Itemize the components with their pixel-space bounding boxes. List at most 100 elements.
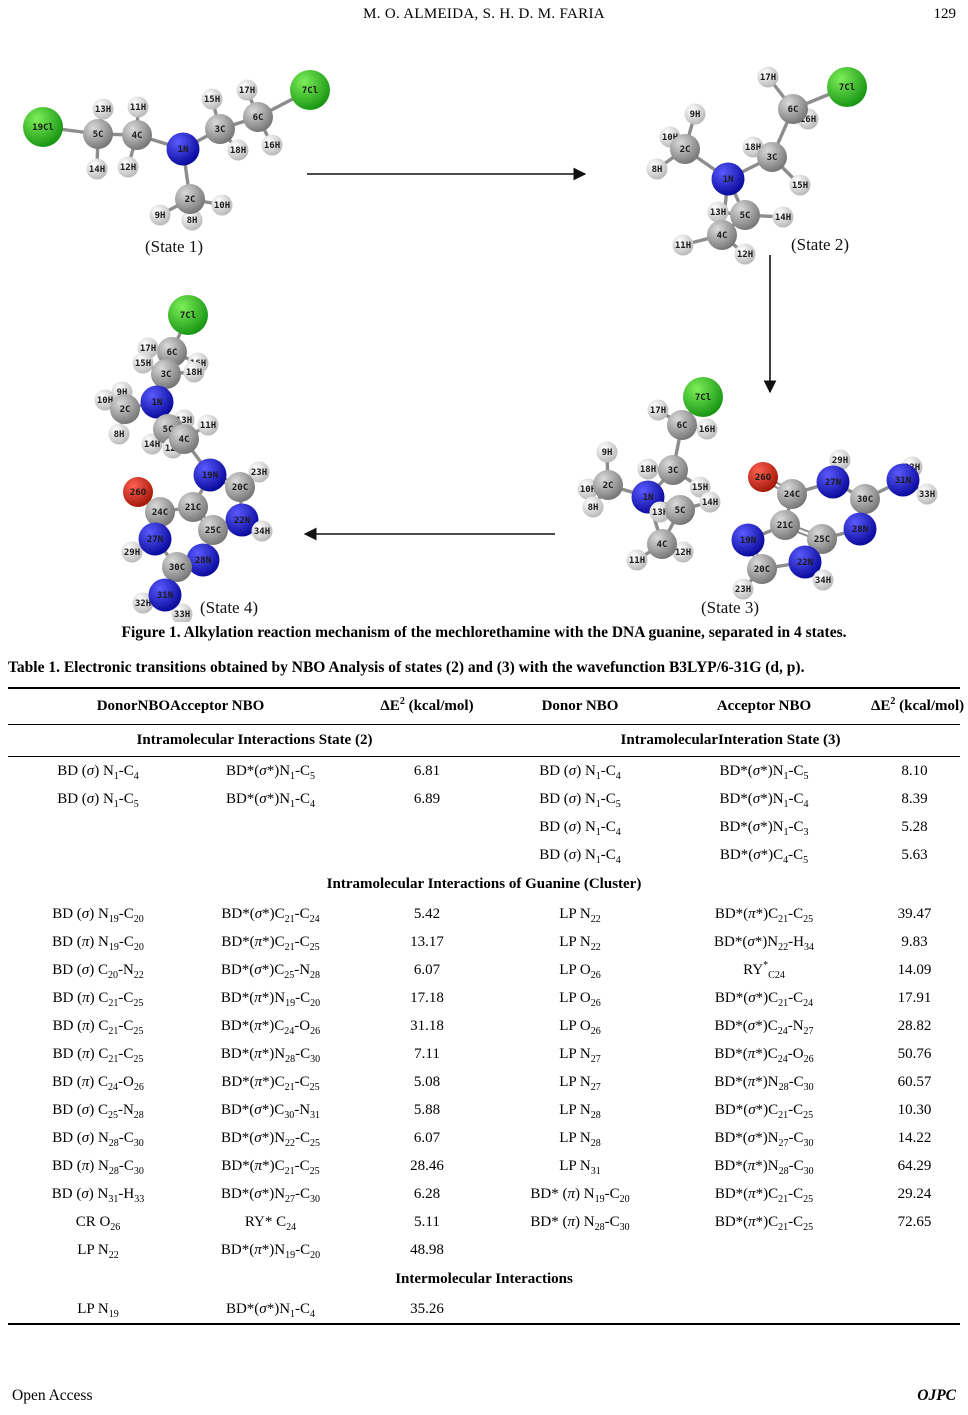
atom-10H: 10H bbox=[211, 194, 233, 216]
open-access-label: Open Access bbox=[12, 1387, 93, 1404]
svg-text:6C: 6C bbox=[788, 105, 799, 115]
table-body: Intramolecular Interactions State (2) Int… bbox=[8, 724, 960, 1325]
atom-11H: 11H bbox=[127, 96, 149, 118]
cell-acceptor: BD*(π*)C21-C25 bbox=[714, 1185, 814, 1205]
atom-21C: 21C bbox=[770, 510, 800, 540]
atom-9H: 9H bbox=[684, 103, 706, 125]
state-caption-state-3: (State 3) bbox=[701, 598, 759, 617]
svg-text:11H: 11H bbox=[200, 421, 216, 431]
svg-text:20C: 20C bbox=[754, 565, 770, 575]
svg-text:33H: 33H bbox=[174, 610, 190, 620]
cell-donor: BD (π) C21-C25 bbox=[52, 989, 144, 1009]
svg-text:11H: 11H bbox=[629, 556, 645, 566]
atom-9H: 9H bbox=[596, 441, 618, 463]
atom-17H: 17H bbox=[236, 79, 258, 101]
atom-4C: 4C bbox=[647, 529, 677, 559]
svg-text:21C: 21C bbox=[777, 521, 793, 531]
svg-text:10H: 10H bbox=[662, 133, 678, 143]
header-donor-state3: Donor NBO bbox=[501, 688, 659, 725]
atom-9H: 9H bbox=[149, 204, 171, 226]
atom-31N: 31N bbox=[886, 463, 920, 497]
cell-donor: BD (π) C24-O26 bbox=[52, 1073, 144, 1093]
atom-17H: 17H bbox=[757, 66, 779, 88]
svg-text:26O: 26O bbox=[130, 488, 147, 498]
cell-energy: 5.88 bbox=[413, 1101, 441, 1118]
svg-text:8H: 8H bbox=[114, 430, 125, 440]
nbo-analysis-table: DonorNBOAcceptor NBO ΔE2 (kcal/mol) Donor … bbox=[8, 687, 964, 1325]
cell-acceptor: BD*(π*)C21-C25 bbox=[221, 933, 320, 953]
atom-24C: 24C bbox=[145, 497, 175, 527]
svg-text:13H: 13H bbox=[176, 416, 192, 426]
cell-energy: 14.22 bbox=[897, 1129, 932, 1146]
cell-acceptor: BD*(σ*)C24-N27 bbox=[714, 1017, 814, 1037]
atom-33H: 33H bbox=[916, 483, 938, 505]
cell-energy bbox=[353, 841, 501, 869]
svg-text:9H: 9H bbox=[602, 448, 613, 458]
cell-acceptor: BD*(σ*)C4-C5 bbox=[719, 846, 809, 866]
cell-donor: BD (σ) C25-N28 bbox=[52, 1101, 144, 1121]
svg-text:16H: 16H bbox=[699, 425, 715, 435]
state-subheader: Intramolecular Interactions State (2) bbox=[8, 724, 501, 757]
table-row: BD (σ) C20-N22 BD*(σ*)C25-N28 6.07 LP O26 RY… bbox=[8, 956, 960, 984]
svg-text:22N: 22N bbox=[234, 516, 250, 526]
atom-16H: 16H bbox=[261, 134, 283, 156]
atom-15H: 15H bbox=[132, 352, 154, 374]
atom-22N: 22N bbox=[225, 503, 259, 537]
svg-text:24C: 24C bbox=[152, 508, 168, 518]
cell-energy bbox=[869, 1236, 960, 1264]
svg-text:21C: 21C bbox=[185, 503, 201, 513]
atom-4C: 4C bbox=[707, 220, 737, 250]
cell-acceptor: RY*C24 bbox=[743, 959, 785, 981]
atom-27N: 27N bbox=[816, 465, 850, 499]
svg-text:2C: 2C bbox=[680, 145, 691, 155]
cell-acceptor: BD*(π*)N19-C20 bbox=[220, 1241, 321, 1261]
cell-energy: 5.11 bbox=[414, 1213, 440, 1230]
cell-energy: 28.82 bbox=[897, 1017, 932, 1034]
table-row: BD (σ) N1-C4 BD*(σ*)C4-C5 5.63 bbox=[8, 841, 960, 869]
cell-acceptor: BD*(σ*)N1-C5 bbox=[225, 762, 316, 782]
svg-text:26O: 26O bbox=[755, 473, 772, 483]
atom-30C: 30C bbox=[162, 552, 192, 582]
svg-text:1N: 1N bbox=[643, 493, 654, 503]
header-acceptor-state3: Acceptor NBO bbox=[659, 688, 869, 725]
atom-3C: 3C bbox=[205, 114, 235, 144]
svg-text:6C: 6C bbox=[167, 348, 178, 358]
cell-donor bbox=[8, 841, 188, 869]
svg-text:2C: 2C bbox=[603, 481, 614, 491]
atom-7Cl: 7Cl bbox=[683, 377, 723, 417]
svg-text:1N: 1N bbox=[152, 398, 163, 408]
cell-donor: BD (σ) N19-C20 bbox=[52, 905, 144, 925]
svg-text:9H: 9H bbox=[117, 388, 128, 398]
table-row: BD (σ) N1-C4 BD*(σ*)N1-C3 5.28 bbox=[8, 813, 960, 841]
svg-text:34H: 34H bbox=[254, 527, 270, 537]
cell-energy: 64.29 bbox=[897, 1157, 932, 1174]
cell-acceptor: BD*(σ*)N22-C25 bbox=[220, 1129, 321, 1149]
svg-text:14H: 14H bbox=[775, 213, 791, 223]
svg-text:34H: 34H bbox=[815, 576, 831, 586]
cell-donor: CR O26 bbox=[75, 1213, 121, 1233]
state-caption-state-2: (State 2) bbox=[791, 235, 849, 254]
atom-3C: 3C bbox=[757, 142, 787, 172]
atom-30C: 30C bbox=[850, 484, 880, 514]
atom-18H: 18H bbox=[183, 361, 205, 383]
cell-acceptor bbox=[659, 1295, 869, 1324]
cell-donor: BD (σ) N1-C4 bbox=[57, 762, 139, 782]
cell-donor: BD (σ) N1-C5 bbox=[57, 790, 139, 810]
cell-donor: LP O26 bbox=[559, 989, 601, 1009]
svg-text:8H: 8H bbox=[588, 503, 599, 513]
cell-acceptor: BD*(π*)C21-C25 bbox=[221, 1073, 320, 1093]
atom-13H: 13H bbox=[649, 501, 671, 523]
cell-energy: 39.47 bbox=[897, 905, 932, 922]
atom-28N: 28N bbox=[186, 543, 220, 577]
atom-19Cl: 19Cl bbox=[23, 107, 63, 147]
reaction-mechanism-figure: 19Cl 13H 11H 14H 12H 5C 4C 15H 17H 7Cl 16H 18H 3C 6C 1… bbox=[23, 66, 938, 622]
cell-donor bbox=[501, 1295, 659, 1324]
atom-5C: 5C bbox=[83, 119, 113, 149]
atom-34H: 34H bbox=[251, 520, 273, 542]
cell-energy: 6.28 bbox=[413, 1185, 441, 1202]
svg-text:12H: 12H bbox=[120, 163, 136, 173]
svg-text:29H: 29H bbox=[832, 456, 848, 466]
svg-text:10H: 10H bbox=[97, 396, 113, 406]
svg-text:8H: 8H bbox=[652, 165, 663, 175]
atom-12H: 12H bbox=[672, 541, 694, 563]
